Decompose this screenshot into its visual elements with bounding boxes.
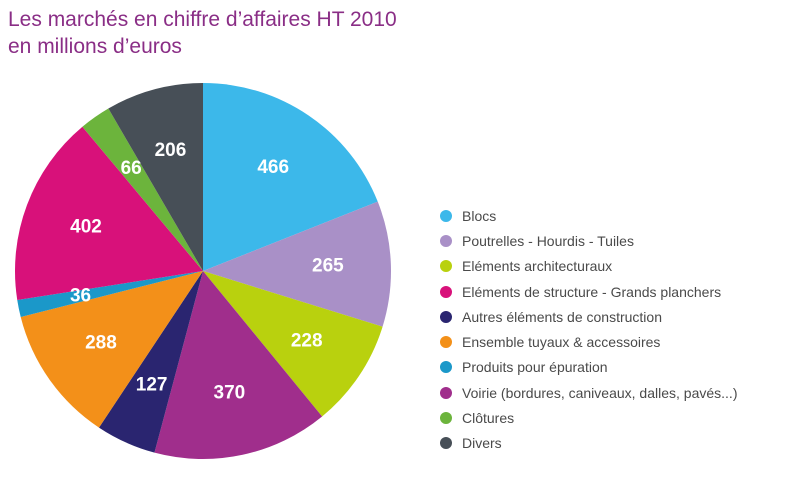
pie-slice [203, 83, 378, 271]
pie-slice [15, 126, 204, 301]
slice-value-label: 206 [155, 140, 187, 161]
legend-label: Blocs [462, 207, 497, 224]
legend-label: Poutrelles - Hourdis - Tuiles [462, 232, 634, 249]
pie-slice [98, 271, 203, 453]
slice-value-label: 370 [214, 383, 246, 404]
legend-item: Ensemble tuyaux & accessoires [440, 329, 737, 354]
legend-swatch [440, 361, 452, 374]
legend-label: Produits pour épuration [462, 359, 608, 376]
legend-swatch [440, 336, 452, 349]
legend-label: Divers [462, 435, 502, 452]
slice-value-label: 66 [121, 158, 142, 179]
legend-item: Autres éléments de construction [440, 304, 737, 329]
legend-item: Divers [440, 431, 737, 456]
legend-label: Eléments de structure - Grands planchers [462, 283, 722, 300]
pie-slice [203, 201, 391, 327]
legend-swatch [440, 209, 452, 222]
pie-slice [203, 271, 383, 417]
legend-item: Voirie (bordures, caniveaux, dalles, pav… [440, 380, 737, 405]
slice-value-label: 36 [70, 285, 91, 306]
slice-value-label: 265 [312, 256, 344, 277]
chart-title: Les marchés en chiffre d’affaires HT 201… [8, 6, 397, 60]
legend-label: Voirie (bordures, caniveaux, dalles, pav… [462, 384, 738, 401]
legend-swatch [440, 260, 452, 273]
pie-slice [20, 271, 204, 428]
legend-label: Clôtures [462, 410, 515, 427]
legend-item: Clôtures [440, 405, 737, 430]
pie-slice [154, 271, 323, 459]
chart-legend: Blocs Poutrelles - Hourdis - Tuiles Elémen… [440, 203, 737, 456]
legend-swatch [440, 234, 452, 247]
chart-subtitle: en millions d’euros [8, 35, 182, 58]
slice-value-label: 127 [136, 374, 168, 395]
legend-label: Eléments architecturaux [462, 258, 613, 275]
slice-value-label: 402 [70, 216, 102, 237]
legend-swatch [440, 285, 452, 298]
legend-item: Produits pour épuration [440, 355, 737, 380]
pie-slice [17, 271, 204, 317]
legend-label: Ensemble tuyaux & accessoires [462, 334, 661, 351]
legend-item: Blocs [440, 203, 737, 228]
legend-swatch [440, 412, 452, 425]
chart-title-line: Les marchés en chiffre d’affaires HT 201… [8, 8, 397, 31]
legend-swatch [440, 437, 452, 450]
legend-item: Poutrelles - Hourdis - Tuiles [440, 228, 737, 253]
slice-value-label: 466 [257, 157, 289, 178]
legend-swatch [440, 310, 452, 323]
pie-slice [108, 83, 203, 271]
slice-value-label: 228 [291, 330, 323, 351]
slice-value-label: 288 [85, 333, 117, 354]
legend-item: Eléments de structure - Grands planchers [440, 279, 737, 304]
legend-item: Eléments architecturaux [440, 254, 737, 279]
legend-label: Autres éléments de construction [462, 308, 662, 325]
pie-slice [82, 108, 203, 271]
legend-swatch [440, 386, 452, 399]
